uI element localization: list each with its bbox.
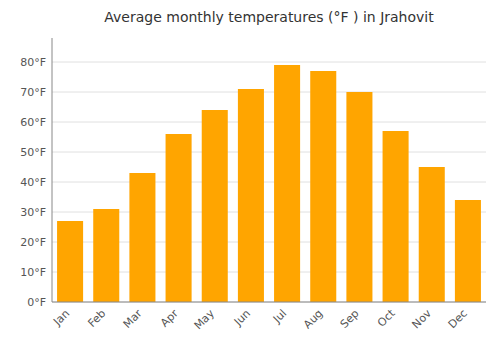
- y-tick-label: 60°F: [20, 116, 46, 129]
- bars: [57, 65, 481, 302]
- x-tick-label: Sep: [338, 307, 362, 331]
- x-axis-line: [52, 302, 486, 303]
- x-tick-label: Dec: [446, 307, 470, 331]
- bar: [57, 221, 83, 302]
- chart-container: Average monthly temperatures (°F ) in Jr…: [0, 0, 500, 350]
- grid-line: [52, 302, 486, 303]
- y-axis-line: [52, 38, 53, 302]
- bar: [166, 134, 192, 302]
- y-tick-label: 40°F: [20, 176, 46, 189]
- title: Average monthly temperatures (°F ) in Jr…: [104, 9, 434, 25]
- y-tick-label: 70°F: [20, 86, 46, 99]
- x-tick-label: Jan: [50, 307, 72, 329]
- x-tick-label: Jun: [231, 307, 253, 329]
- x-tick-label: Aug: [301, 307, 325, 331]
- y-tick-label: 0°F: [27, 296, 46, 309]
- x-tick-label: Feb: [85, 307, 108, 330]
- grid: [52, 62, 486, 302]
- bar: [238, 89, 264, 302]
- grid-line: [52, 92, 486, 93]
- bar: [455, 200, 481, 302]
- x-tick-label: Mar: [121, 307, 145, 331]
- bar: [310, 71, 336, 302]
- bar: [274, 65, 300, 302]
- y-tick-label: 30°F: [20, 206, 46, 219]
- x-tick-label: May: [192, 307, 218, 333]
- x-tick-label: Apr: [158, 307, 181, 330]
- chart: Average monthly temperatures (°F ) in Jr…: [0, 0, 500, 350]
- y-tick-label: 80°F: [20, 56, 46, 69]
- grid-line: [52, 62, 486, 63]
- x-tick-label: Oct: [375, 306, 398, 329]
- bar: [129, 173, 155, 302]
- x-tick-label: Jul: [270, 307, 289, 326]
- y-tick-label: 50°F: [20, 146, 46, 159]
- bar: [202, 110, 228, 302]
- x-tick-label: Nov: [409, 307, 434, 332]
- bar: [383, 131, 409, 302]
- bar: [419, 167, 445, 302]
- bar: [346, 92, 372, 302]
- grid-line: [52, 152, 486, 153]
- y-tick-label: 20°F: [20, 236, 46, 249]
- grid-line: [52, 122, 486, 123]
- bar: [93, 209, 119, 302]
- y-tick-label: 10°F: [20, 266, 46, 279]
